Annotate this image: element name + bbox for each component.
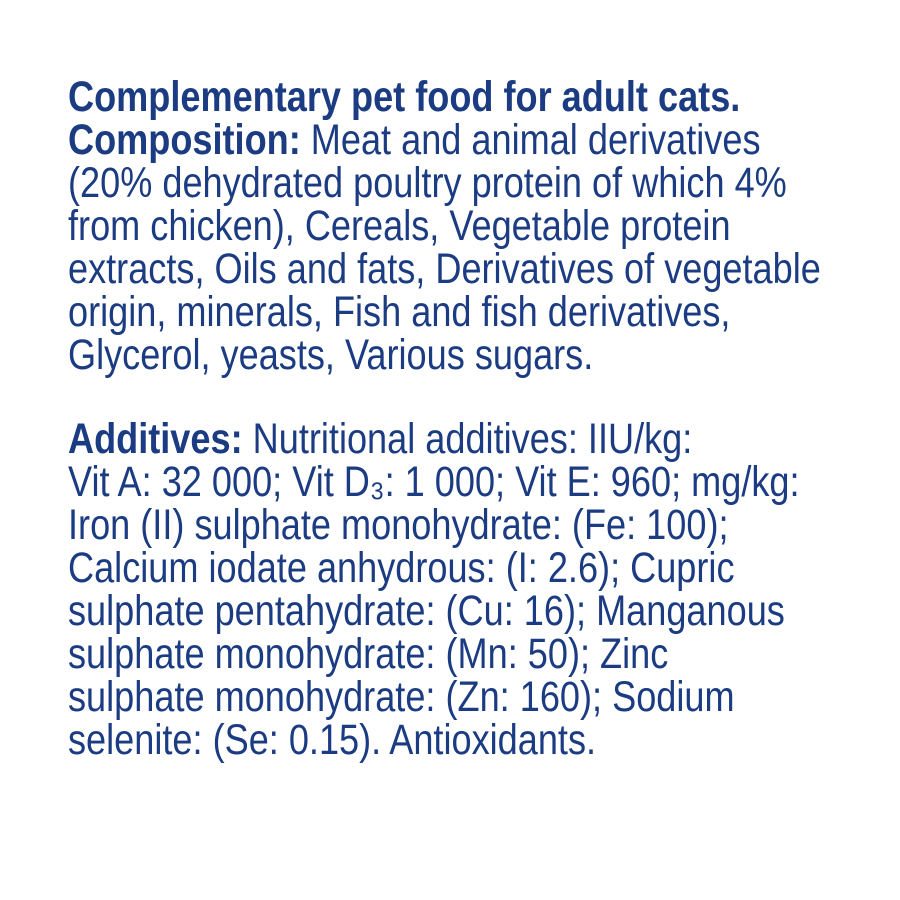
title: Complementary pet food for adult cats. xyxy=(68,73,741,121)
label-text: Complementary pet food for adult cats. C… xyxy=(68,76,900,762)
composition-line: (20% dehydrated poultry protein of which… xyxy=(68,159,787,207)
additives-line: sulphate monohydrate: (Mn: 50); Zinc xyxy=(68,630,669,678)
additives-line: Iron (II) sulphate monohydrate: (Fe: 100… xyxy=(68,501,729,549)
additives-line: Additives: Nutritional additives: IIU/kg… xyxy=(68,418,900,461)
composition-line: Composition: Meat and animal derivatives xyxy=(68,119,900,162)
additives-label: Additives: xyxy=(68,415,243,463)
composition-line: extracts, Oils and fats, Derivatives of … xyxy=(68,245,821,293)
composition-text: Meat and animal derivatives xyxy=(300,116,761,164)
additives-text: Nutritional additives: IIU/kg: xyxy=(242,415,693,463)
additives-line: Calcium iodate anhydrous: (I: 2.6); Cupr… xyxy=(68,544,735,592)
additives-line: Vit A: 32 000; Vit D₃: 1 000; Vit E: 960… xyxy=(68,458,800,506)
composition-label: Composition: xyxy=(68,116,301,164)
composition-line: origin, minerals, Fish and fish derivati… xyxy=(68,288,731,336)
composition-line: Glycerol, yeasts, Various sugars. xyxy=(68,331,594,379)
additives-line: sulphate monohydrate: (Zn: 160); Sodium xyxy=(68,673,735,721)
composition-line: from chicken), Cereals, Vegetable protei… xyxy=(68,202,731,250)
additives-line: selenite: (Se: 0.15). Antioxidants. xyxy=(68,716,597,764)
additives-line: sulphate pentahydrate: (Cu: 16); Mangano… xyxy=(68,587,785,635)
